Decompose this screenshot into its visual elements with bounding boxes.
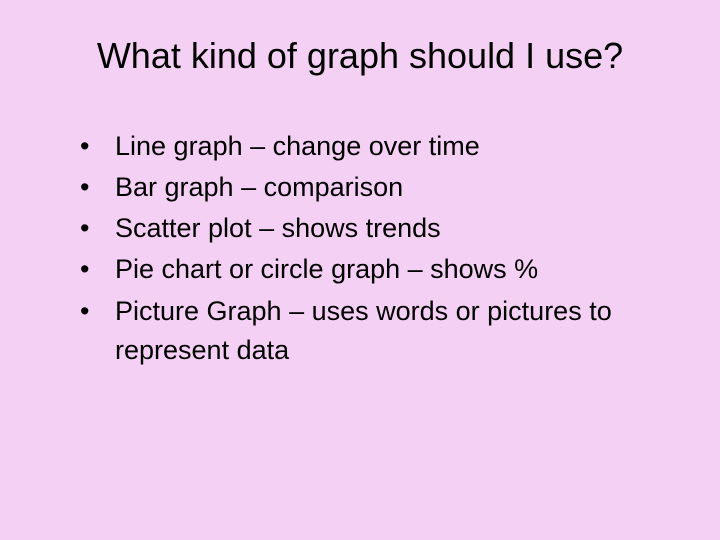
bullet-icon: • — [80, 250, 115, 289]
bullet-text: Scatter plot – shows trends — [115, 209, 660, 248]
bullet-text: Pie chart or circle graph – shows % — [115, 250, 660, 289]
list-item: • Picture Graph – uses words or pictures… — [80, 292, 660, 370]
bullet-list: • Line graph – change over time • Bar gr… — [60, 127, 660, 370]
bullet-icon: • — [80, 168, 115, 207]
list-item: • Line graph – change over time — [80, 127, 660, 166]
bullet-text: Bar graph – comparison — [115, 168, 660, 207]
slide-title: What kind of graph should I use? — [60, 35, 660, 77]
bullet-text: Line graph – change over time — [115, 127, 660, 166]
bullet-icon: • — [80, 127, 115, 166]
slide-container: What kind of graph should I use? • Line … — [0, 0, 720, 540]
bullet-text: Picture Graph – uses words or pictures t… — [115, 292, 660, 370]
list-item: • Pie chart or circle graph – shows % — [80, 250, 660, 289]
bullet-icon: • — [80, 209, 115, 248]
list-item: • Scatter plot – shows trends — [80, 209, 660, 248]
list-item: • Bar graph – comparison — [80, 168, 660, 207]
bullet-icon: • — [80, 292, 115, 331]
